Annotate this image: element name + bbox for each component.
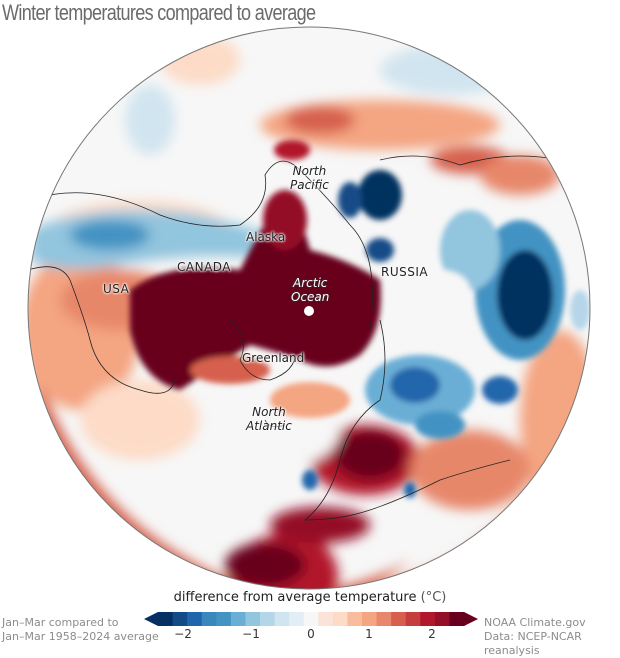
label-canada: CANADA <box>177 260 232 274</box>
legend-tick: 0 <box>307 627 315 641</box>
legend-title: difference from average temperature (°C) <box>173 590 447 605</box>
coastlines <box>28 155 561 521</box>
color-legend <box>144 612 478 626</box>
legend-tick: −2 <box>174 627 192 641</box>
north-pole-marker <box>304 306 314 316</box>
label-north-pacific: North Pacific <box>290 164 329 192</box>
label-usa: USA <box>103 282 130 296</box>
label-alaska: Alaska <box>246 230 286 244</box>
footer-period-note: Jan–Mar compared to Jan–Mar 1958–2024 av… <box>2 616 159 643</box>
label-russia: RUSSIA <box>381 265 429 279</box>
legend-tick: 1 <box>365 627 373 641</box>
label-greenland: Greenland <box>242 351 305 365</box>
label-north-atlantic: North Atlantic <box>246 405 292 433</box>
map-fill <box>28 35 590 589</box>
page-title: Winter temperatures compared to average <box>2 0 316 25</box>
label-arctic-ocean: Arctic Ocean <box>291 276 330 304</box>
legend-tick: 2 <box>428 627 436 641</box>
anomaly-map <box>27 26 591 590</box>
footer-credit: NOAA Climate.gov Data: NCEP-NCAR reanaly… <box>484 616 586 657</box>
legend-tick: −1 <box>242 627 260 641</box>
